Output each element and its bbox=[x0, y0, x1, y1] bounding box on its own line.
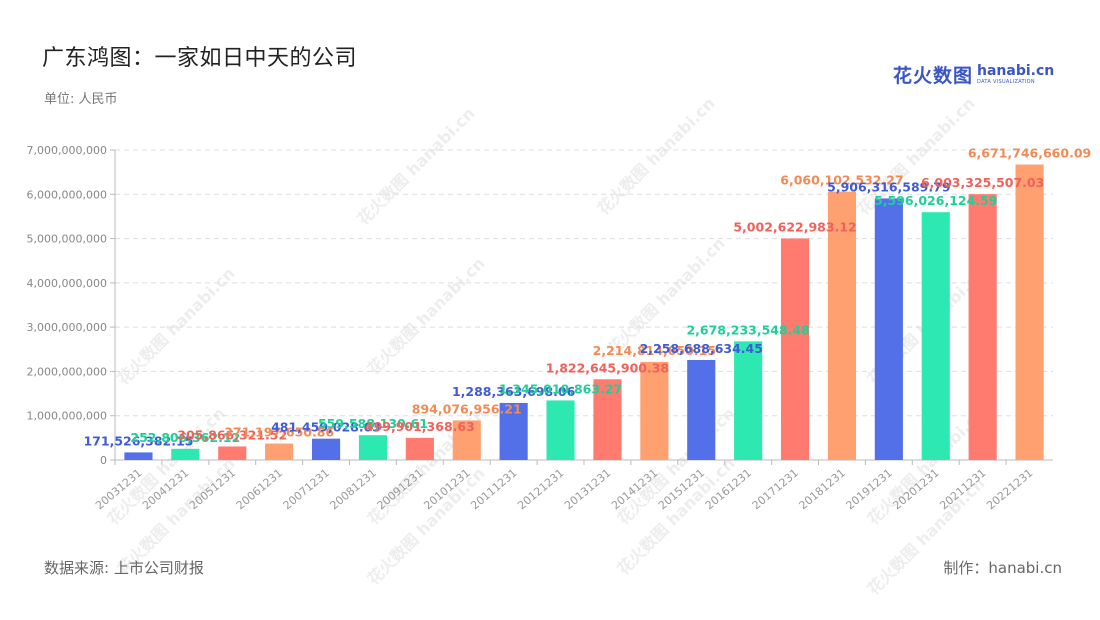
x-tick-label: 20171231 bbox=[750, 466, 801, 512]
bar bbox=[218, 446, 247, 460]
bar bbox=[171, 448, 200, 460]
data-label: 5,596,026,124.59 bbox=[874, 193, 997, 208]
bar bbox=[358, 435, 388, 460]
maker-credit: 制作：hanabi.cn bbox=[943, 559, 1062, 577]
bar bbox=[874, 198, 903, 460]
bar bbox=[640, 361, 669, 460]
bar bbox=[311, 438, 341, 460]
bar bbox=[968, 194, 997, 461]
data-label: 499,901,368.63 bbox=[365, 419, 475, 434]
bar bbox=[405, 437, 434, 460]
watermark-text: 花火数图 hanabi.cn bbox=[354, 104, 479, 229]
data-label: 252,806,362.12 bbox=[130, 430, 240, 445]
data-label: 6,060,102,532.27 bbox=[780, 173, 903, 188]
brand-logo: 花火数图 hanabi.cn DATA VISUALIZATION bbox=[893, 60, 1054, 88]
watermark-text: 花火数图 hanabi.cn bbox=[104, 404, 229, 529]
brand-en-block: hanabi.cn DATA VISUALIZATION bbox=[977, 64, 1054, 85]
y-tick-label: 0 bbox=[100, 454, 107, 467]
data-source: 数据来源: 上市公司财报 bbox=[44, 559, 204, 577]
x-tick-label: 20071231 bbox=[281, 466, 332, 512]
brand-name-en: hanabi.cn bbox=[977, 62, 1055, 79]
bar bbox=[593, 379, 622, 460]
y-tick-label: 7,000,000,000 bbox=[27, 144, 107, 157]
data-label: 2,678,233,548.48 bbox=[686, 322, 809, 337]
brand-name-cn: 花火数图 bbox=[893, 64, 974, 87]
data-label: 2,258,688,634.45 bbox=[640, 341, 763, 356]
x-tick-label: 20081231 bbox=[328, 466, 379, 512]
grid-layer bbox=[115, 149, 1053, 417]
watermark-text: 花火数图 hanabi.cn bbox=[364, 464, 489, 589]
bar bbox=[124, 452, 153, 460]
data-label: 1,288,363,698.06 bbox=[452, 384, 576, 399]
unit-label: 单位: 人民币 bbox=[44, 92, 118, 107]
bar bbox=[265, 443, 294, 460]
bar bbox=[780, 238, 810, 460]
bar bbox=[499, 402, 528, 460]
bar-layer bbox=[124, 164, 1044, 461]
watermark-text: 花火数图 hanabi.cn bbox=[594, 94, 719, 219]
data-label: 6,671,746,660.09 bbox=[968, 146, 1091, 161]
bar bbox=[827, 191, 857, 460]
x-tick-label: 20221231 bbox=[984, 466, 1035, 512]
y-tick-label: 5,000,000,000 bbox=[27, 233, 107, 246]
data-label: 5,002,622,983.12 bbox=[733, 219, 856, 234]
x-tick-label: 20131231 bbox=[562, 466, 613, 512]
data-label: 894,076,956.21 bbox=[412, 401, 522, 416]
data-label: 1,822,645,900.38 bbox=[546, 360, 669, 375]
data-label: 371,197,650.86 bbox=[224, 425, 334, 440]
y-tick-label: 4,000,000,000 bbox=[27, 277, 107, 290]
y-tick-label: 2,000,000,000 bbox=[27, 365, 107, 378]
data-label: 559,588,130.61 bbox=[318, 416, 428, 431]
x-tick-label: 20121231 bbox=[515, 466, 566, 512]
bar bbox=[1015, 164, 1044, 460]
watermark-text: 花火数图 hanabi.cn bbox=[604, 234, 729, 359]
data-label: 2,214,814,050.15 bbox=[593, 343, 716, 358]
y-tick-label: 3,000,000,000 bbox=[27, 321, 107, 334]
x-tick-label: 20181231 bbox=[797, 466, 848, 512]
watermark-text: 花火数图 hanabi.cn bbox=[114, 264, 239, 389]
bar bbox=[546, 400, 575, 460]
y-tick-label: 6,000,000,000 bbox=[27, 188, 107, 201]
chart-title: 广东鸿图：一家如日中天的公司 bbox=[42, 46, 358, 71]
data-label-layer: 171,526,382.15252,806,362.12305,866,321.… bbox=[83, 146, 1091, 449]
y-tick-label: 1,000,000,000 bbox=[27, 410, 107, 423]
bar bbox=[452, 420, 481, 460]
data-label: 481,459,028.03 bbox=[271, 420, 381, 435]
x-tick-label: 20061231 bbox=[234, 466, 285, 512]
data-label: 305,866,321.52 bbox=[177, 427, 287, 442]
bar bbox=[921, 212, 950, 460]
data-label: 171,526,382.15 bbox=[83, 433, 193, 448]
data-label: 6,003,325,507.03 bbox=[921, 175, 1044, 190]
watermark-text: 花火数图 hanabi.cn bbox=[864, 474, 989, 599]
brand-subtitle: DATA VISUALIZATION bbox=[977, 78, 1035, 85]
data-label: 5,906,316,589.79 bbox=[827, 179, 950, 194]
bar bbox=[734, 341, 763, 460]
data-label: 1,345,010,863.27 bbox=[499, 381, 622, 396]
bar bbox=[687, 359, 716, 460]
watermark-text: 花火数图 hanabi.cn bbox=[364, 254, 489, 379]
